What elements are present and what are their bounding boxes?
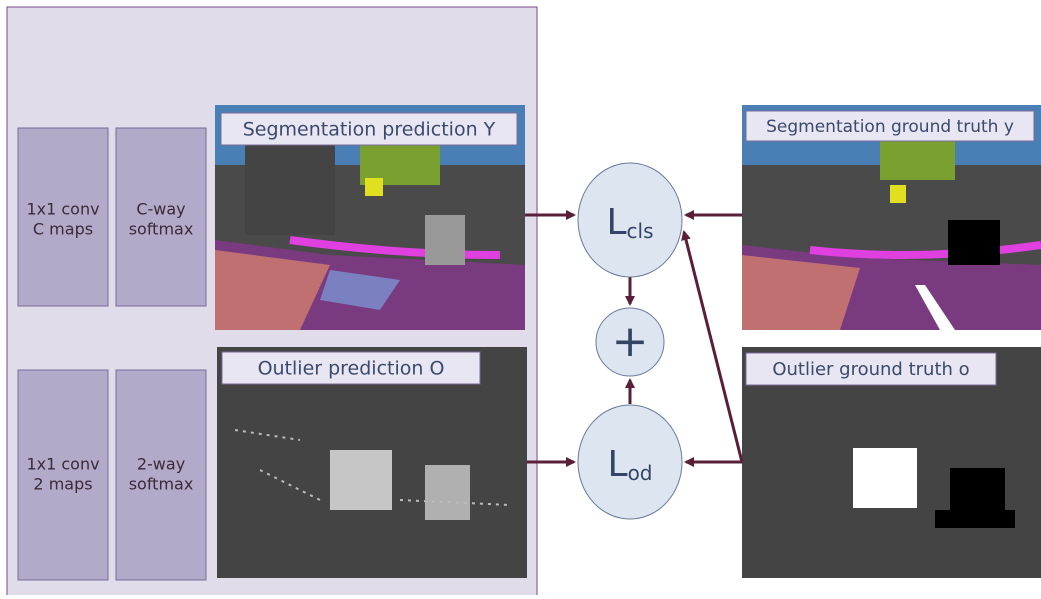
image-caption: Outlier ground truth o — [772, 359, 969, 380]
image-caption: Segmentation ground truth y — [766, 117, 1014, 137]
conv-block: 1x1 conv 2 maps — [17, 369, 109, 581]
out-pred-image — [217, 347, 527, 578]
loss-symbol: L — [608, 444, 628, 485]
block-label: 2 maps — [33, 475, 92, 494]
block-label: softmax — [129, 475, 194, 494]
softmax-block: C-way softmax — [115, 127, 207, 307]
loss-symbol: L — [606, 202, 626, 243]
caption-box — [745, 352, 997, 386]
arrows — [525, 210, 744, 467]
image-caption: Segmentation prediction Y — [243, 119, 496, 141]
conv-block: 1x1 conv C maps — [17, 127, 109, 307]
softmax-block: 2-way softmax — [115, 369, 207, 581]
loss-node — [577, 404, 683, 520]
block-label: 1x1 conv — [26, 200, 99, 219]
loss-label: Lod — [608, 444, 653, 485]
block-label: 2-way — [137, 455, 185, 474]
loss-node — [577, 162, 683, 278]
caption-box — [220, 112, 518, 146]
image-caption: Outlier prediction O — [258, 358, 445, 380]
block-label: 1x1 conv — [26, 455, 99, 474]
block-label: C-way — [136, 200, 185, 219]
loss-subscript: cls — [627, 219, 654, 243]
block-label: softmax — [129, 220, 194, 239]
caption-box — [221, 351, 481, 385]
loss-subscript: od — [628, 461, 653, 485]
plus-node — [595, 307, 665, 377]
caption-box — [745, 110, 1035, 142]
block-label: C maps — [33, 220, 93, 239]
loss-label: Lcls — [606, 202, 653, 243]
plus-label: + — [612, 316, 649, 367]
